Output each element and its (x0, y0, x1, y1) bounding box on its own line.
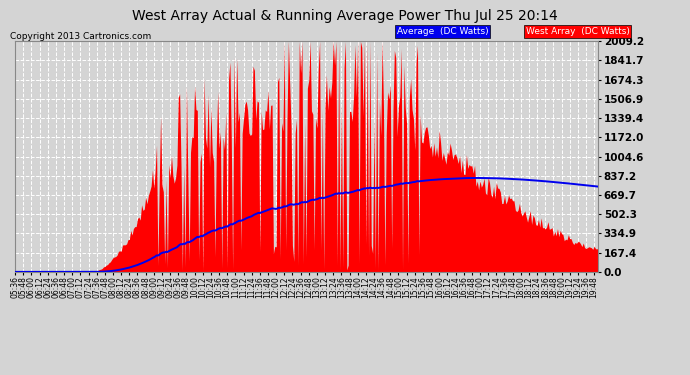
Text: Average  (DC Watts): Average (DC Watts) (397, 27, 489, 36)
Text: Copyright 2013 Cartronics.com: Copyright 2013 Cartronics.com (10, 32, 152, 41)
Text: West Array Actual & Running Average Power Thu Jul 25 20:14: West Array Actual & Running Average Powe… (132, 9, 558, 23)
Text: West Array  (DC Watts): West Array (DC Watts) (526, 27, 630, 36)
